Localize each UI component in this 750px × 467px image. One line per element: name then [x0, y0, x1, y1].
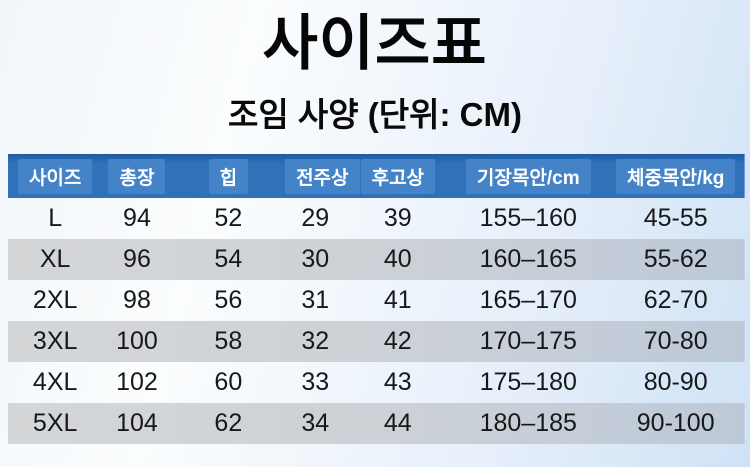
page-title: 사이즈표 — [262, 10, 488, 77]
column-header: 사이즈 — [8, 154, 102, 198]
table-cell: 98 — [123, 286, 151, 314]
table-cell: 42 — [383, 327, 412, 355]
table-row: 4XL 102 60 33 43 175–180 80-90 — [8, 362, 745, 403]
table-cell: 70-80 — [643, 327, 708, 355]
column-header: 전주상 — [285, 154, 360, 198]
table-cell: 62 — [214, 409, 243, 437]
table-row: L 94 52 29 39 155–160 45-55 — [8, 198, 745, 239]
size-label-cell: XL — [39, 245, 71, 273]
table-cell: 29 — [301, 204, 330, 232]
size-chart-page: 사이즈표 조임 사양 (단위: CM) 사이즈 총장 힙 전주상 후고상 기장목안/cm 체… — [8, 10, 745, 444]
column-header-label: 기장목안/cm — [465, 158, 591, 194]
table-cell: 32 — [301, 327, 330, 355]
column-header: 힙 — [172, 154, 285, 198]
table-row: 5XL 104 62 34 44 180–185 90-100 — [8, 403, 745, 444]
size-label-cell: 3XL — [32, 327, 78, 355]
table-cell: 90-100 — [636, 409, 715, 437]
table-cell: 43 — [383, 368, 412, 396]
column-header: 체중목안/kg — [606, 154, 745, 198]
table-cell: 52 — [214, 204, 243, 232]
table-cell: 34 — [301, 409, 330, 437]
table-cell: 62-70 — [643, 286, 708, 314]
table-cell: 44 — [383, 409, 412, 437]
table-row: 3XL 100 58 32 42 170–175 70-80 — [8, 321, 745, 362]
table-cell: 55-62 — [643, 245, 708, 273]
table-cell: 170–175 — [479, 327, 577, 355]
table-header-row: 사이즈 총장 힙 전주상 후고상 기장목안/cm 체중목안/kg — [8, 154, 745, 198]
column-header: 후고상 — [346, 154, 451, 198]
table-row: 2XL 98 56 31 41 165–170 62-70 — [8, 280, 745, 321]
table-cell: 94 — [123, 204, 151, 232]
column-header-label: 체중목안/kg — [616, 158, 736, 194]
column-header-label: 전주상 — [285, 158, 360, 194]
table-cell: 54 — [214, 245, 243, 273]
table-cell: 165–170 — [479, 286, 577, 314]
column-header-label: 사이즈 — [17, 158, 93, 194]
table-cell: 56 — [214, 286, 243, 314]
table-cell: 40 — [383, 245, 412, 273]
table-row: XL 96 54 30 40 160–165 55-62 — [8, 239, 745, 280]
table-cell: 30 — [301, 245, 330, 273]
table-cell: 58 — [214, 327, 243, 355]
table-cell: 31 — [301, 286, 330, 314]
page-subtitle: 조임 사양 (단위: CM) — [228, 96, 522, 133]
column-header-label: 후고상 — [360, 158, 436, 194]
column-header: 총장 — [102, 154, 171, 198]
table-cell: 100 — [116, 327, 158, 355]
table-cell: 45-55 — [643, 204, 708, 232]
table-cell: 41 — [383, 286, 412, 314]
table-cell: 33 — [301, 368, 330, 396]
table-cell: 102 — [116, 368, 158, 396]
table-cell: 180–185 — [479, 409, 577, 437]
table-cell: 60 — [214, 368, 243, 396]
table-cell: 155–160 — [479, 204, 577, 232]
column-header-label: 총장 — [108, 158, 166, 194]
size-table: 사이즈 총장 힙 전주상 후고상 기장목안/cm 체중목안/kg L 94 52 29 39 155–… — [8, 154, 745, 444]
table-cell: 104 — [116, 409, 158, 437]
size-label-cell: L — [48, 204, 63, 232]
table-cell: 80-90 — [643, 368, 708, 396]
table-cell: 96 — [123, 245, 151, 273]
size-label-cell: 5XL — [32, 409, 78, 437]
column-header: 기장목안/cm — [450, 154, 606, 198]
column-header-label: 힙 — [208, 158, 249, 194]
table-cell: 160–165 — [479, 245, 577, 273]
table-body: L 94 52 29 39 155–160 45-55 XL 96 54 30 40 160–165 55… — [8, 198, 745, 444]
table-cell: 175–180 — [479, 368, 577, 396]
size-label-cell: 2XL — [32, 286, 78, 314]
table-cell: 39 — [383, 204, 412, 232]
size-label-cell: 4XL — [32, 368, 78, 396]
